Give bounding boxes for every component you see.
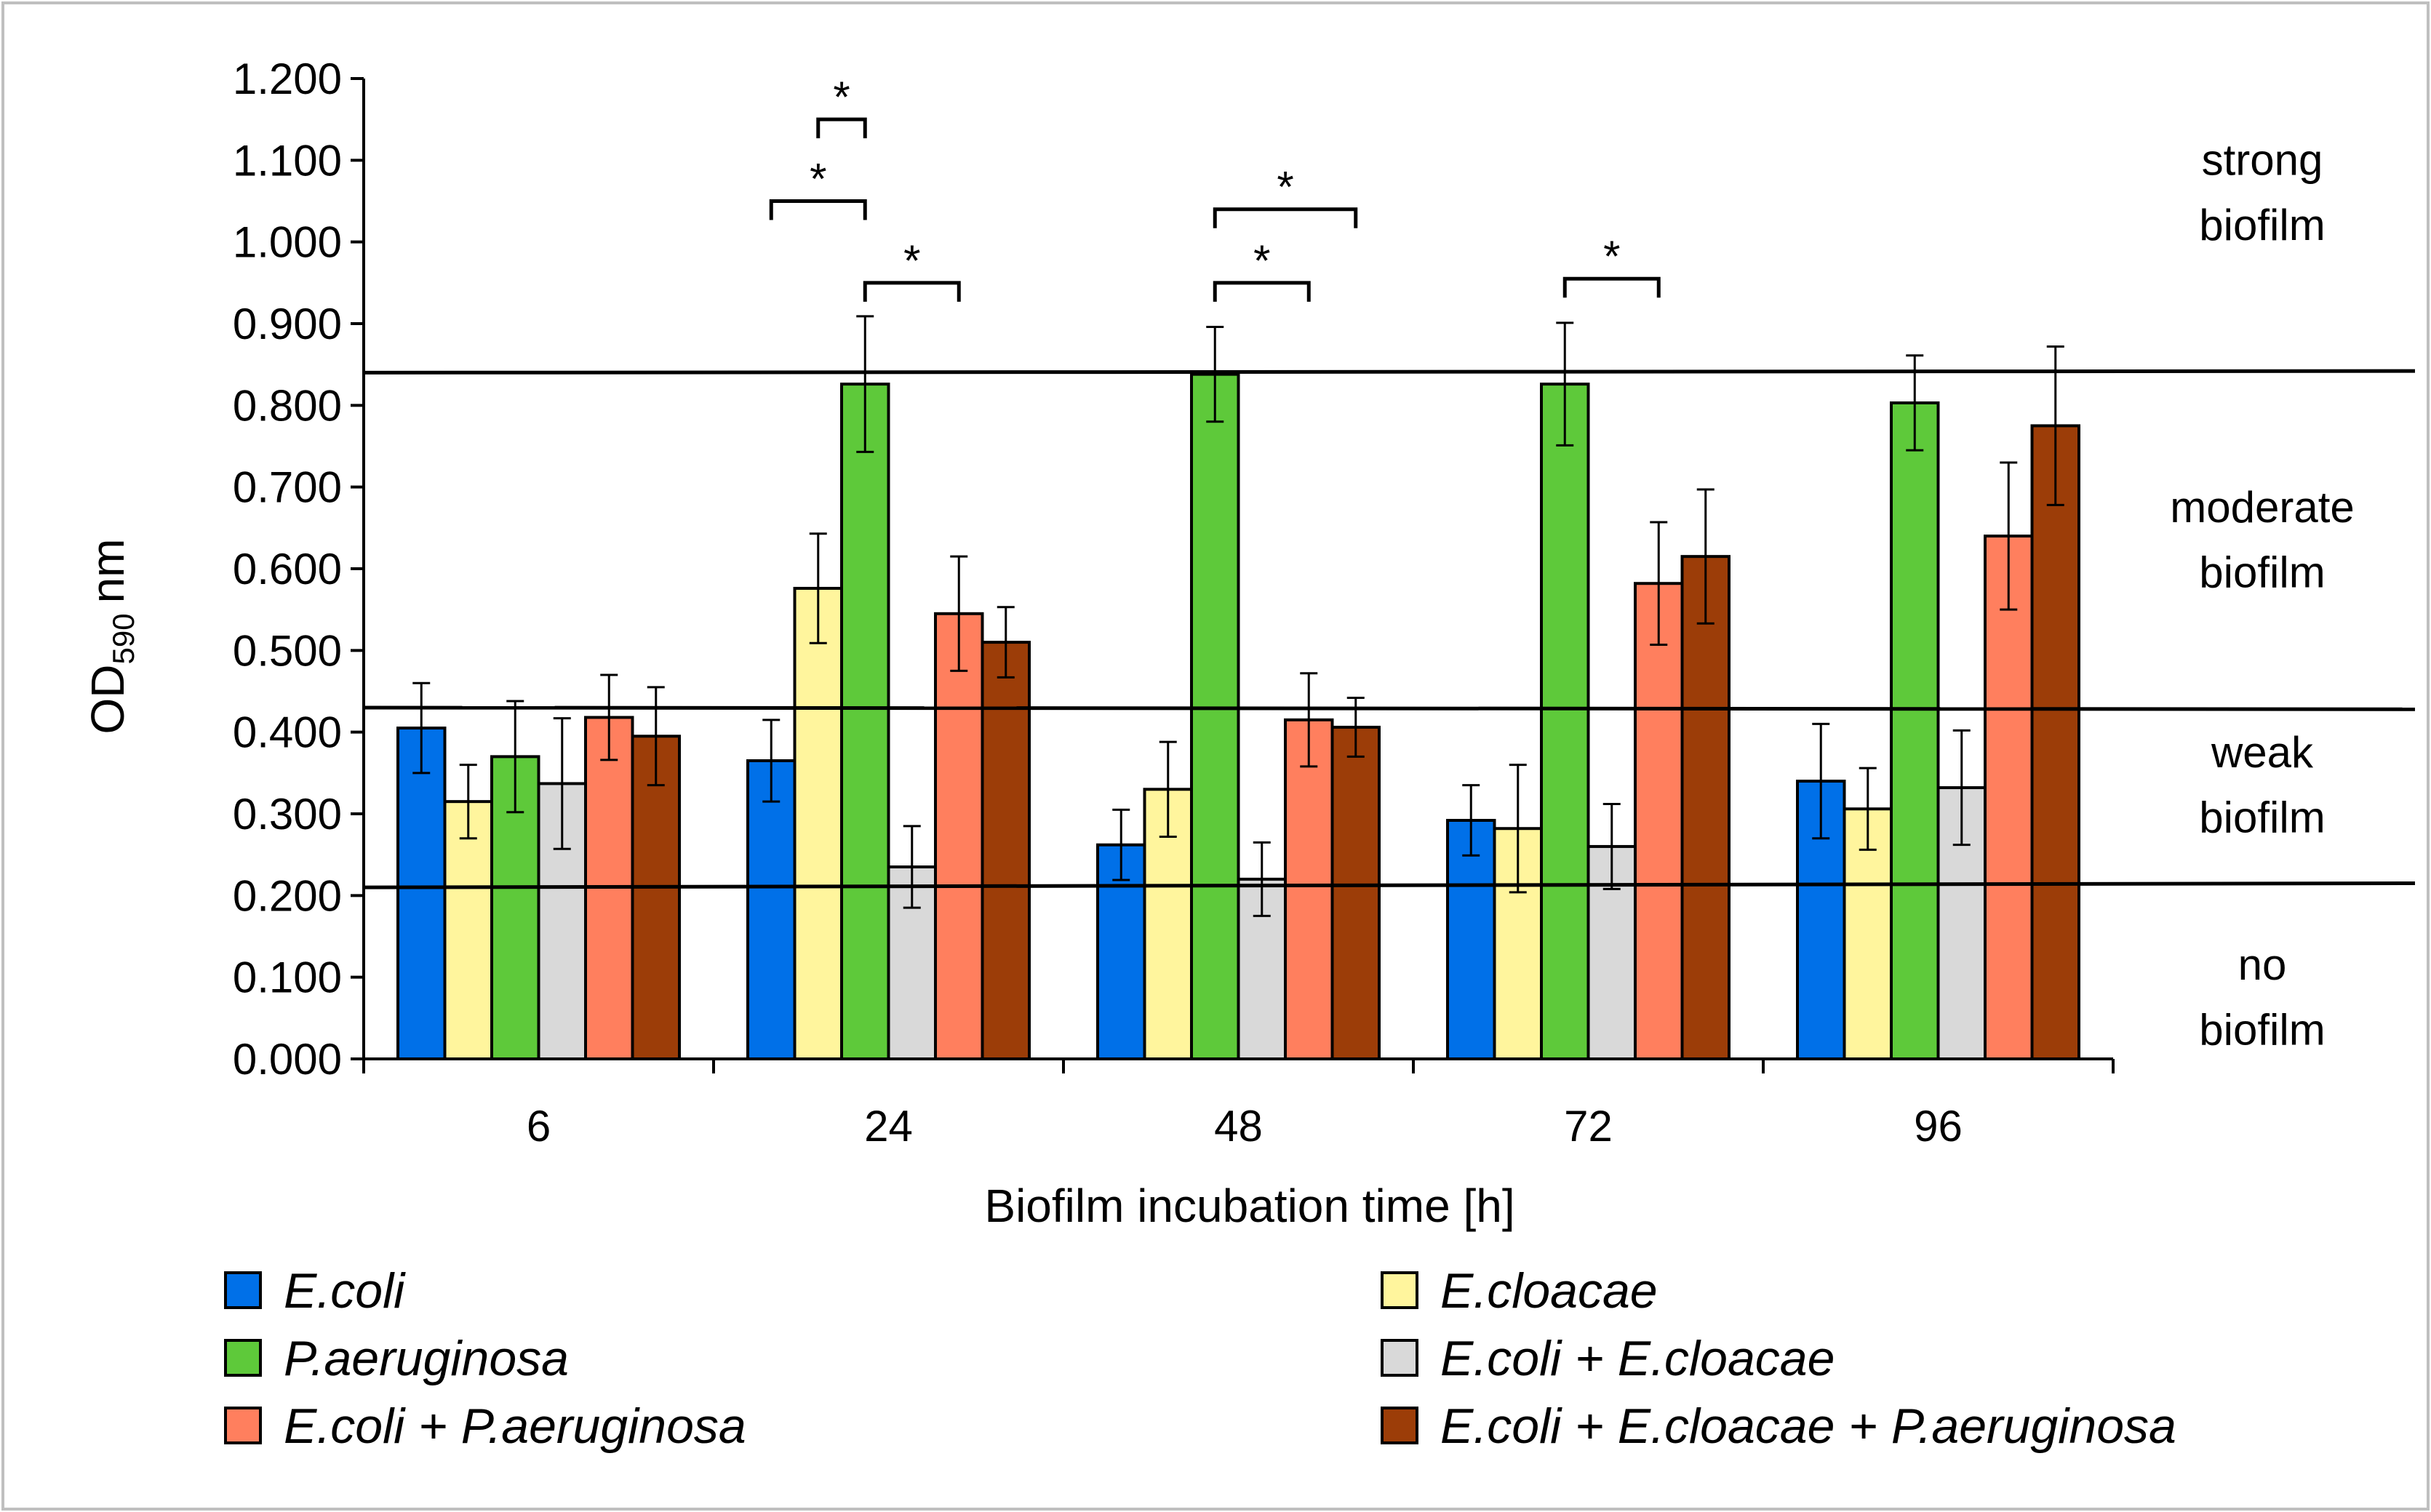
x-tick-label: 72 bbox=[1564, 1102, 1613, 1151]
y-tick-label: 0.200 bbox=[233, 871, 342, 920]
bar bbox=[396, 727, 447, 1060]
zone-label-line1: no bbox=[2238, 940, 2287, 989]
bar bbox=[746, 759, 797, 1060]
y-axis-title-main: OD bbox=[81, 664, 134, 734]
y-axis-title-unit: nm bbox=[81, 539, 134, 604]
zone-label-line2: biofilm bbox=[2199, 1006, 2325, 1055]
y-axis-title: OD590 nm bbox=[81, 539, 140, 735]
legend-swatch bbox=[224, 1339, 262, 1377]
legend: E.coli E.cloacae P.aeruginosa E.coli + E.cl… bbox=[224, 1263, 2176, 1454]
legend-swatch bbox=[1381, 1339, 1418, 1377]
axes: 0.000 0.100 0.200 0.300 0.400 0.500 0.600 0.700… bbox=[233, 55, 2115, 1151]
zone-label-line1: moderate bbox=[2170, 483, 2354, 532]
significance-star: * bbox=[1603, 232, 1620, 281]
significance-star: * bbox=[810, 155, 826, 204]
bar bbox=[840, 383, 890, 1060]
y-tick-label: 0.900 bbox=[233, 300, 342, 348]
significance-brackets: ***** * bbox=[769, 73, 1661, 302]
significance-star: * bbox=[833, 73, 850, 121]
y-axis-title-sub: 590 bbox=[106, 613, 140, 664]
legend-swatch bbox=[224, 1407, 262, 1444]
y-tick-label: 0.700 bbox=[233, 463, 342, 512]
significance-star: * bbox=[1277, 163, 1293, 212]
x-tick-label: 24 bbox=[864, 1102, 913, 1151]
legend-swatch bbox=[224, 1271, 262, 1309]
bar bbox=[1190, 372, 1240, 1060]
bar bbox=[631, 735, 681, 1060]
significance-bracket bbox=[816, 117, 867, 139]
legend-label: E.coli + E.cloacae bbox=[1440, 1331, 1835, 1386]
legend-label: E.cloacae bbox=[1440, 1263, 1658, 1319]
x-tick-label: 48 bbox=[1214, 1102, 1263, 1151]
bar bbox=[1540, 383, 1590, 1060]
y-tick-label: 0.800 bbox=[233, 381, 342, 430]
zone-label-line1: strong bbox=[2202, 135, 2323, 184]
zone-label-line2: biofilm bbox=[2199, 548, 2325, 597]
legend-swatch bbox=[1381, 1407, 1418, 1444]
error-bars bbox=[412, 315, 2064, 917]
threshold-line-strong bbox=[363, 369, 2416, 375]
bar bbox=[443, 800, 493, 1061]
bar bbox=[1984, 535, 2034, 1060]
threshold-line-weak bbox=[363, 881, 2416, 889]
legend-label: E.coli + E.cloacae + P.aeruginosa bbox=[1440, 1399, 2176, 1454]
y-tick-label: 0.100 bbox=[233, 953, 342, 1002]
significance-bracket bbox=[769, 199, 867, 220]
bar bbox=[1680, 555, 1731, 1060]
legend-label: E.coli bbox=[284, 1263, 406, 1319]
significance-bracket bbox=[863, 281, 961, 302]
zone-label-line2: biofilm bbox=[2199, 201, 2325, 249]
significance-star: * bbox=[903, 236, 920, 285]
legend-label: E.coli + P.aeruginosa bbox=[284, 1399, 746, 1454]
significance-bracket bbox=[1562, 276, 1661, 298]
y-tick-label: 1.100 bbox=[233, 136, 342, 185]
x-tick-label: 6 bbox=[527, 1102, 551, 1151]
y-tick-label: 1.000 bbox=[233, 218, 342, 267]
threshold-line-moderate bbox=[363, 705, 2416, 711]
bar bbox=[1890, 401, 1940, 1060]
significance-star: * bbox=[1253, 236, 1270, 285]
y-tick-label: 0.300 bbox=[233, 790, 342, 839]
y-tick-label: 0.000 bbox=[233, 1035, 342, 1084]
bar bbox=[934, 612, 984, 1060]
bar bbox=[1634, 582, 1684, 1060]
threshold-lines bbox=[363, 369, 2416, 889]
zone-label-line2: biofilm bbox=[2199, 793, 2325, 842]
y-tick-label: 0.600 bbox=[233, 545, 342, 593]
bar bbox=[793, 586, 843, 1060]
bar bbox=[981, 641, 1031, 1060]
significance-bracket bbox=[1213, 281, 1311, 302]
y-tick-label: 0.400 bbox=[233, 708, 342, 757]
bar bbox=[1284, 718, 1334, 1060]
legend-swatch bbox=[1381, 1271, 1418, 1309]
zone-labels: strong biofilm moderate biofilm weak biofilm n… bbox=[2170, 135, 2354, 1054]
bar bbox=[2030, 424, 2080, 1060]
x-tick-label: 96 bbox=[1914, 1102, 1963, 1151]
bar bbox=[1330, 725, 1381, 1061]
y-tick-label: 0.500 bbox=[233, 626, 342, 675]
y-tick-label: 1.200 bbox=[233, 55, 342, 103]
significance-bracket bbox=[1213, 207, 1358, 228]
legend-label: P.aeruginosa bbox=[284, 1331, 569, 1386]
x-axis-title: Biofilm incubation time [h] bbox=[984, 1180, 1514, 1232]
zone-label-line1: weak bbox=[2211, 728, 2314, 777]
